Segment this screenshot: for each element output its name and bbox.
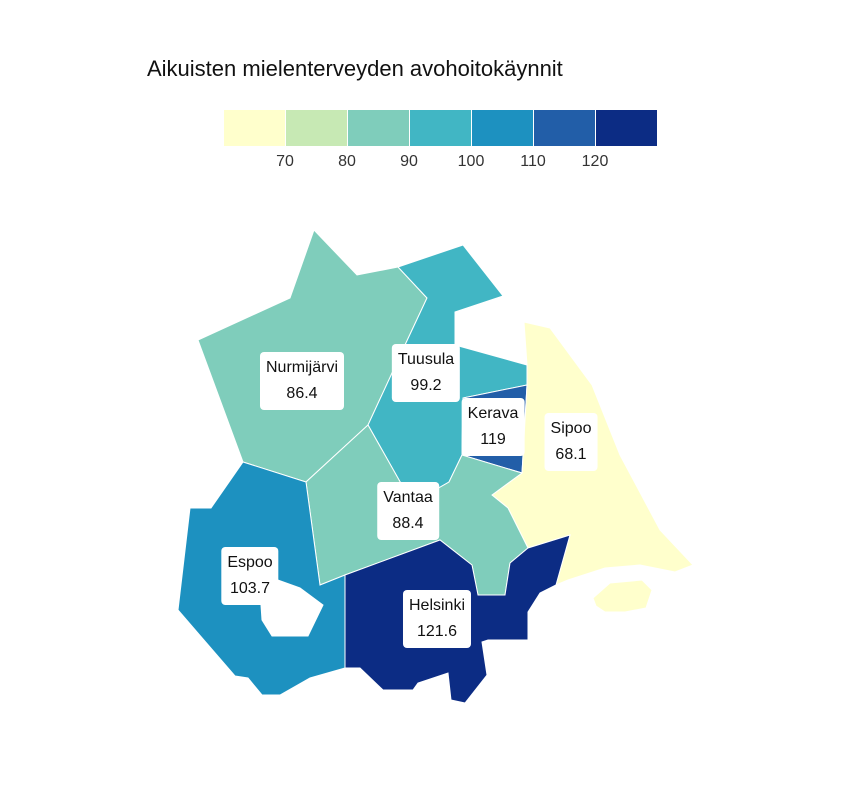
label-kerava: Kerava 119 (461, 398, 525, 456)
legend-tick: 120 (581, 153, 609, 170)
legend-swatch (596, 110, 657, 146)
legend-tick: 90 (400, 153, 418, 170)
region-value: 119 (480, 431, 506, 448)
region-name: Nurmijärvi (266, 359, 338, 376)
region-value: 68.1 (555, 446, 587, 463)
label-nurmijarvi: Nurmijärvi 86.4 (260, 352, 344, 410)
region-name: Espoo (227, 554, 273, 571)
region-value: 99.2 (410, 377, 442, 394)
label-helsinki: Helsinki 121.6 (402, 590, 472, 648)
legend-swatch (348, 110, 409, 146)
map-title: Aikuisten mielenterveyden avohoitokäynni… (147, 56, 563, 81)
legend-tick: 100 (457, 153, 485, 170)
legend-tick: 110 (520, 153, 546, 170)
region-value: 86.4 (286, 385, 318, 402)
region-value: 121.6 (416, 623, 458, 640)
legend-swatch (286, 110, 347, 146)
region-name: Vantaa (383, 489, 433, 506)
legend-swatch (534, 110, 595, 146)
label-tuusula: Tuusula 99.2 (391, 344, 461, 402)
region-name: Tuusula (397, 351, 455, 368)
legend-swatch (410, 110, 471, 146)
region-value: 103.7 (229, 580, 271, 597)
legend-tick: 80 (338, 153, 356, 170)
legend-swatch (224, 110, 285, 146)
legend-swatch (472, 110, 533, 146)
label-vantaa: Vantaa 88.4 (377, 482, 439, 540)
region-name: Helsinki (408, 597, 466, 614)
legend-tick: 70 (276, 153, 294, 170)
region-name: Kerava (467, 405, 519, 422)
label-espoo: Espoo 103.7 (221, 547, 279, 605)
region-value: 88.4 (392, 515, 424, 532)
label-sipoo: Sipoo 68.1 (544, 413, 598, 471)
region-name: Sipoo (550, 420, 592, 437)
